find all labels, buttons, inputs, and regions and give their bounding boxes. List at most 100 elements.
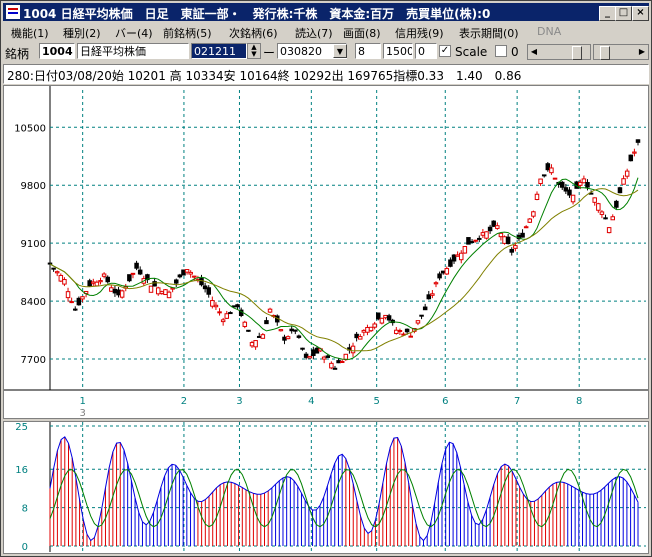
candle-body [329,362,334,369]
candle-body [293,329,298,332]
candle-body [415,320,421,324]
candle-body [76,297,82,306]
candle-body [585,182,590,188]
month-label: 1 [79,396,85,407]
info-text: 280:日付03/08/20始 10201 高 10334安 10164終 10… [7,69,522,83]
menu-period[interactable]: 表示期間(0) [459,27,519,40]
candle-body [433,282,439,285]
candle-body [177,274,183,278]
osc-y-tick-label: 8 [22,504,28,515]
date-from-field[interactable]: 021211 [191,43,247,59]
scale-checkbox[interactable]: ✓ [439,45,451,57]
month-label: 3 [236,396,242,407]
slider-1-thumb[interactable] [572,46,582,60]
menu-type[interactable]: 種別(2) [63,27,101,40]
candle-body [213,304,219,308]
candle-body [383,314,388,319]
scale-label: Scale [455,45,488,59]
oscillator-chart[interactable]: 25 16 8 0 [4,422,648,553]
app-icon[interactable] [6,5,20,19]
menu-screen[interactable]: 画面(8) [343,27,381,40]
candle-body [231,305,237,308]
range-separator: ー [263,46,276,60]
slider-2[interactable]: ▶ [593,44,649,60]
candle-body [137,269,143,275]
candle-body [62,279,67,285]
maximize-button[interactable]: □ [615,6,632,21]
menu-next-stock[interactable]: 次銘柄(6) [229,27,278,40]
close-button[interactable]: × [632,6,649,21]
oscillator-panel[interactable]: 25 16 8 0 [3,421,649,554]
candle-body [278,329,284,332]
candle-body [509,248,514,253]
candle-body [498,232,504,238]
candle-body [386,315,392,321]
candle-body [592,197,597,203]
candle-body [249,342,255,347]
menu-bar-type[interactable]: バー(4) [115,27,153,40]
candle-body [502,236,507,244]
stock-code-field[interactable]: 1004 [39,43,75,59]
date-to-select[interactable]: 030820 [277,43,347,59]
candle-body [112,288,118,294]
menu-margin[interactable]: 信用残(9) [395,27,444,40]
candle-body [199,278,204,286]
param3-field[interactable]: 0 [415,43,437,59]
menu-load[interactable]: 読込(7) [295,27,333,40]
candle-body [599,211,605,215]
candle-body [552,177,558,180]
candle-body [210,300,215,307]
title-bar[interactable]: 1004 日経平均株価 日足 東証一部・ 発行株:千株 資本金:百万 売買単位(… [3,3,649,21]
param2-field[interactable]: 1500 [383,43,413,59]
candle-body [419,314,424,317]
candle-body [163,289,168,296]
candle-body [321,356,327,360]
stock-name-field[interactable]: 日経平均株価 [77,43,189,59]
candle-body [603,217,608,220]
candle-body [596,203,601,211]
candle-body [116,289,121,296]
candle-body [339,361,345,364]
candle-body [159,291,165,295]
slider-2-thumb[interactable] [600,46,610,60]
candle-body [260,334,266,339]
candle-body [357,336,363,340]
candle-body [192,275,197,278]
candle-body [610,216,615,221]
price-chart[interactable]: 10500 9800 9100 8400 7700 1 2 3 4 5 6 7 8 3 [4,86,648,419]
osc-line [49,436,639,542]
menu-function[interactable]: 機能(1) [11,27,49,40]
month-label: 8 [576,396,582,407]
chevron-down-icon[interactable]: ▼ [333,44,347,58]
minimize-button[interactable]: _ [599,6,616,21]
date-from-spinner[interactable]: ▲ ▼ [247,43,261,59]
candle-body [473,239,478,242]
price-chart-panel[interactable]: 10500 9800 9100 8400 7700 1 2 3 4 5 6 7 8 3 [3,85,649,419]
param1-field[interactable]: 8 [355,43,381,59]
candle-body [617,187,623,194]
candle-body [332,367,338,370]
candle-body [285,336,291,340]
candle-body [206,287,211,295]
candle-body [578,181,583,186]
candle-body [451,254,457,262]
month-sublabel: 3 [79,408,85,418]
candle-body [181,269,186,276]
candle-body [242,321,248,327]
slider-1[interactable]: ◀ [527,44,591,60]
candle-body [51,267,56,270]
arrow-left-icon[interactable]: ◀ [530,47,538,56]
candle-body [282,336,287,341]
candle-body [365,327,370,333]
candle-body [101,273,107,277]
price-y-tick-label: 7700 [21,355,46,366]
candle-body [253,340,258,348]
candle-body [361,329,367,333]
candle-body [58,274,64,282]
candle-body [408,335,413,338]
candle-body [404,328,410,333]
price-y-tick-label: 9800 [21,181,46,192]
arrow-right-icon[interactable]: ▶ [638,47,646,56]
menu-prev-stock[interactable]: 前銘柄(5) [163,27,212,40]
option-checkbox[interactable] [495,45,507,57]
